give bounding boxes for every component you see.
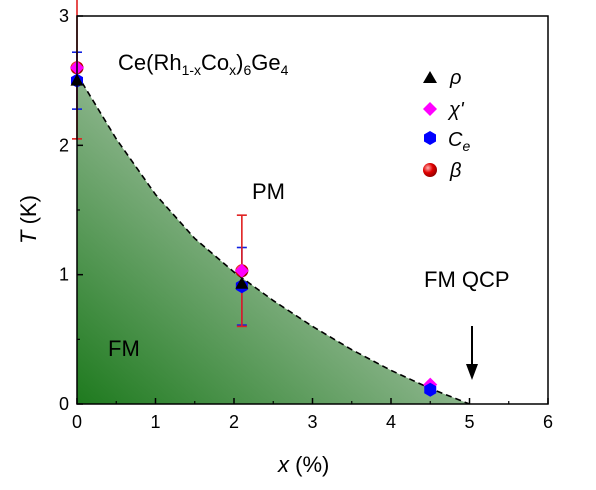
legend: ρ χ' Ce β — [423, 67, 470, 182]
legend-entry-ce: Ce — [424, 129, 470, 154]
phase-boundary-line — [77, 73, 470, 404]
x-tick-label: 3 — [307, 412, 317, 432]
x-tick-label: 2 — [229, 412, 239, 432]
qcp-annotation-label: FM QCP — [424, 267, 510, 292]
legend-label-rho: ρ — [449, 67, 461, 89]
y-tick-label: 3 — [59, 6, 69, 26]
qcp-arrow — [466, 326, 478, 380]
legend-label-beta: β — [449, 160, 461, 182]
fm-region-shading — [77, 74, 470, 404]
x-axis-label: x (%) — [277, 452, 329, 477]
chi-point — [234, 263, 249, 278]
x-tick-label: 4 — [386, 412, 396, 432]
y-tick-label: 0 — [59, 394, 69, 414]
legend-triangle-marker — [423, 71, 437, 83]
legend-label-chi: χ' — [447, 99, 465, 121]
region-label-fm: FM — [108, 336, 140, 361]
legend-sphere-marker — [423, 163, 437, 177]
y-tick-label: 2 — [59, 135, 69, 155]
legend-diamond-marker — [423, 102, 437, 116]
legend-entry-rho: ρ — [423, 67, 461, 89]
legend-entry-chi: χ' — [423, 99, 465, 121]
x-tick-label: 5 — [464, 412, 474, 432]
compound-title: Ce(Rh1-xCox)6Ge4 — [118, 50, 289, 78]
legend-hexagon-marker — [424, 131, 436, 145]
region-label-pm: PM — [252, 179, 285, 204]
legend-label-ce: Ce — [448, 129, 470, 154]
rho-point — [235, 276, 249, 289]
y-axis-label: T (K) — [16, 195, 41, 244]
x-tick-label: 6 — [543, 412, 553, 432]
legend-entry-beta: β — [423, 160, 461, 182]
x-tick-label: 1 — [150, 412, 160, 432]
ce-point — [424, 382, 437, 397]
y-tick-label: 1 — [59, 265, 69, 285]
x-tick-label: 0 — [72, 412, 82, 432]
